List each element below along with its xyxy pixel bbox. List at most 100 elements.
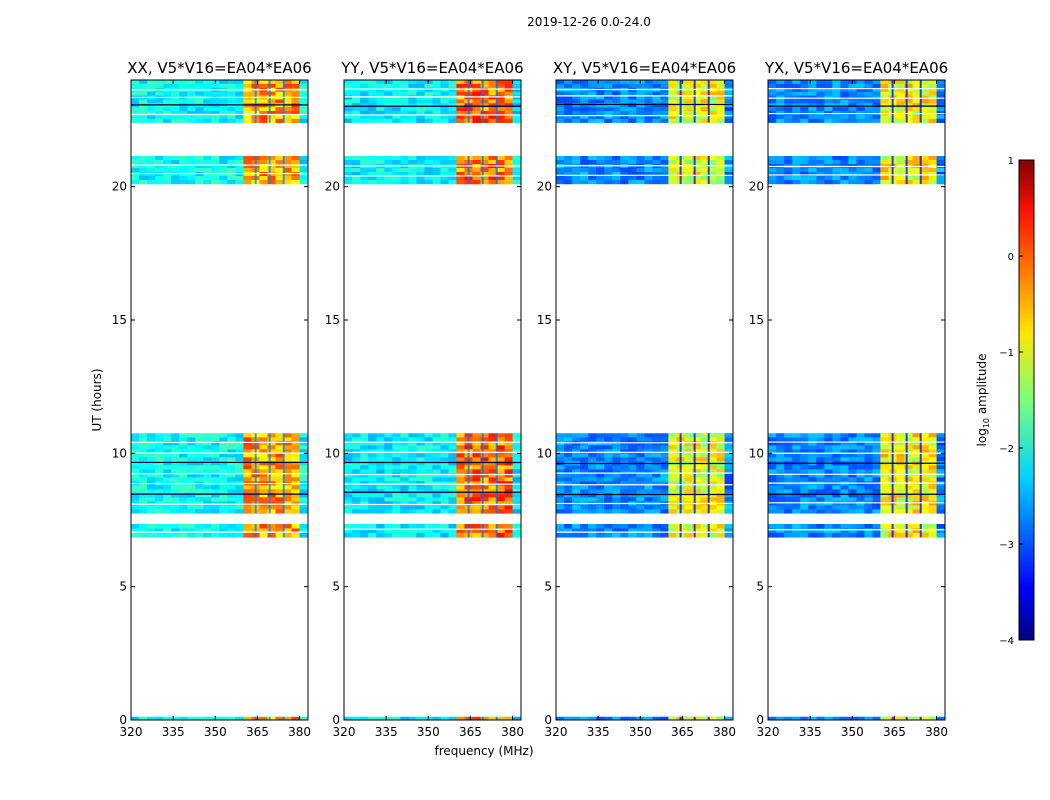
panel-frame xyxy=(555,79,734,721)
spectrum-cell xyxy=(840,469,849,474)
spectrum-cell xyxy=(203,532,212,538)
spectrum-cell xyxy=(299,461,308,466)
band-cell xyxy=(488,118,498,123)
spectrum-cell xyxy=(564,509,573,514)
time-block-3 xyxy=(768,156,945,185)
band-cell xyxy=(488,489,498,494)
band-cell xyxy=(480,485,489,490)
spectrum-cell xyxy=(596,168,605,173)
band-cell xyxy=(267,156,276,161)
band-cell xyxy=(243,449,252,454)
spectrum-cell xyxy=(936,501,945,506)
spectrum-cell xyxy=(580,505,589,510)
spectrum-cell xyxy=(384,501,393,506)
band-cell xyxy=(267,501,276,506)
spectrum-cell xyxy=(620,168,629,173)
channel-gap xyxy=(495,156,498,184)
spectrum-cell xyxy=(195,449,204,454)
spectrum-cell xyxy=(299,156,308,161)
spectrum-cell xyxy=(556,489,565,494)
band-cell xyxy=(700,437,710,442)
band-cell xyxy=(904,457,913,462)
spectrum-cell xyxy=(724,445,733,450)
band-cell xyxy=(488,465,498,470)
spectrum-cell xyxy=(131,485,140,490)
spectrum-cell xyxy=(203,453,212,458)
spectrum-cell xyxy=(448,433,457,438)
band-cell xyxy=(283,524,293,529)
spectrum-cell xyxy=(163,114,172,120)
band-cell xyxy=(716,99,726,104)
band-cell xyxy=(504,461,514,466)
spectrum-cell xyxy=(776,477,785,482)
spectrum-cell xyxy=(628,457,637,462)
spectrum-cell xyxy=(604,465,613,470)
spectrum-cell xyxy=(580,473,589,478)
band-cell xyxy=(504,509,514,514)
spectrum-cell xyxy=(179,164,188,169)
spectrum-cell xyxy=(784,532,793,538)
spectrum-cell xyxy=(808,509,817,514)
band-cell xyxy=(259,107,268,112)
spectrum-cell xyxy=(556,532,565,538)
spectrum-cell xyxy=(556,176,565,181)
band-cell xyxy=(692,449,701,454)
band-cell xyxy=(291,461,301,466)
spectrum-cell xyxy=(644,509,653,514)
channel-gap xyxy=(919,156,922,184)
spectrum-cell xyxy=(800,91,809,96)
spectrum-cell xyxy=(171,493,180,498)
band-cell xyxy=(243,168,252,173)
spectrum-cell xyxy=(235,532,244,538)
spectrum-cell xyxy=(376,509,385,514)
spectrum-cell xyxy=(219,180,228,185)
spectrum-cell xyxy=(848,505,857,510)
spectrum-cell xyxy=(432,156,441,161)
spectrum-cell xyxy=(432,172,441,177)
spectrum-cell xyxy=(588,180,597,185)
spectrum-cell xyxy=(211,445,220,450)
band-cell xyxy=(504,95,514,100)
band-cell xyxy=(267,493,276,498)
spectrum-cell xyxy=(147,477,156,482)
spectrum-cell xyxy=(344,180,353,185)
spectrum-cell xyxy=(448,111,457,116)
spectrum-cell xyxy=(131,528,140,534)
spectrum-cell xyxy=(235,176,244,181)
spectrum-cell xyxy=(644,528,653,534)
spectrum-cell xyxy=(644,114,653,120)
spectrum-cell xyxy=(131,441,140,446)
spectrum-cell xyxy=(808,453,817,458)
band-cell xyxy=(267,180,276,185)
spectrum-cell xyxy=(440,453,449,458)
band-cell xyxy=(668,716,677,721)
spectrum-cell xyxy=(832,156,841,161)
spectrum-cell xyxy=(636,528,645,534)
spectrum-cell xyxy=(432,716,441,721)
spectrum-cell xyxy=(588,433,597,438)
spectrum-cell xyxy=(211,91,220,96)
spectrum-cell xyxy=(856,160,865,165)
spectrum-cell xyxy=(856,441,865,446)
spectrum-cell xyxy=(612,469,621,474)
x-tick-label: 365 xyxy=(246,725,269,739)
band-cell xyxy=(700,716,710,721)
band-cell xyxy=(920,485,930,490)
band-cell xyxy=(267,453,276,458)
spectrum-cell xyxy=(227,118,236,123)
band-cell xyxy=(920,457,930,462)
spectrum-cell xyxy=(235,524,244,529)
band-cell xyxy=(896,87,905,92)
spectrum-cell xyxy=(800,509,809,514)
spectrum-cell xyxy=(564,433,573,438)
band-cell xyxy=(700,524,710,529)
spectrum-cell xyxy=(203,176,212,181)
band-cell xyxy=(243,160,252,165)
spectrum-cell xyxy=(147,114,156,120)
spectrum-cell xyxy=(163,489,172,494)
spectrum-cell xyxy=(620,453,629,458)
spectrum-cell xyxy=(392,441,401,446)
spectrum-cell xyxy=(620,497,629,502)
spectrum-cell xyxy=(400,501,409,506)
spectrum-cell xyxy=(432,524,441,529)
